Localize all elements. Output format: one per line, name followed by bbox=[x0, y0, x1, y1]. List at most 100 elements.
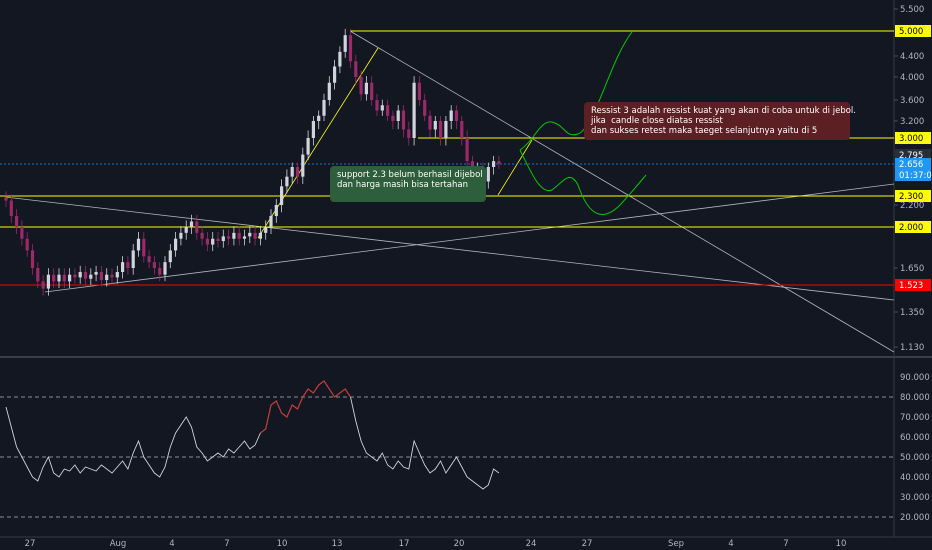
y-tick-label: 3.600 bbox=[900, 96, 924, 106]
price-tag-label: 01:37:04 bbox=[899, 171, 932, 181]
candle-body bbox=[295, 167, 300, 177]
price-tag bbox=[895, 158, 931, 170]
y-tick-label: 5.500 bbox=[900, 5, 924, 15]
candle-body bbox=[242, 236, 247, 239]
x-tick-label: 24 bbox=[526, 539, 537, 549]
candle-body bbox=[163, 262, 167, 275]
ascending-trendline bbox=[44, 183, 895, 293]
x-tick-label: 27 bbox=[25, 539, 36, 549]
candle-body bbox=[465, 138, 469, 162]
candle-body bbox=[147, 256, 151, 263]
candle-body bbox=[354, 61, 358, 77]
y-tick-label: 3.200 bbox=[900, 117, 924, 127]
rsi-tick-label: 40.000 bbox=[900, 473, 930, 483]
price-tag-label: 5.000 bbox=[899, 27, 923, 37]
candle-body bbox=[248, 232, 252, 237]
candle-body bbox=[290, 167, 294, 177]
y-tick-label: 1.650 bbox=[900, 264, 924, 274]
candle-body bbox=[227, 236, 231, 239]
price-tag-label: 2.000 bbox=[899, 223, 923, 233]
price-tag-label: 2.300 bbox=[899, 192, 923, 202]
candle-body bbox=[391, 115, 395, 121]
candle-body bbox=[301, 154, 305, 177]
candle-body bbox=[449, 110, 453, 121]
x-tick-label: 4 bbox=[169, 539, 174, 549]
candle-body bbox=[370, 82, 374, 100]
candle-body bbox=[460, 121, 464, 138]
support-annotation: support 2.3 belum berhasil dijebol dan h… bbox=[330, 166, 486, 202]
candle-body bbox=[237, 232, 241, 239]
x-tick-label: 7 bbox=[783, 539, 788, 549]
rsi-tick-label: 80.000 bbox=[900, 393, 930, 403]
price-tag bbox=[895, 190, 931, 202]
y-tick-label: 4.000 bbox=[900, 73, 924, 83]
candle-body bbox=[253, 232, 257, 239]
axes: 5.5004.4004.0003.6003.2002.6002.2001.650… bbox=[0, 5, 932, 549]
candle-body bbox=[269, 216, 273, 227]
bullish-projection bbox=[519, 31, 633, 151]
candle-body bbox=[274, 205, 278, 216]
candle-body bbox=[333, 66, 337, 83]
candle-body bbox=[57, 274, 61, 282]
candle-body bbox=[439, 121, 443, 138]
candle-body bbox=[189, 221, 194, 227]
candle-body bbox=[25, 238, 29, 251]
candle-body bbox=[428, 115, 432, 130]
candle-body bbox=[142, 238, 146, 257]
candle-body bbox=[348, 35, 353, 62]
descending-trendline bbox=[4, 196, 895, 301]
candle-body bbox=[179, 232, 183, 239]
candle-body bbox=[412, 82, 416, 138]
x-tick-label: 13 bbox=[332, 539, 343, 549]
candle-body bbox=[423, 100, 427, 116]
x-tick-label: 17 bbox=[399, 539, 410, 549]
candle-body bbox=[232, 232, 236, 239]
y-tick-label: 1.130 bbox=[900, 343, 924, 353]
candle-body bbox=[375, 100, 379, 111]
candle-body bbox=[327, 82, 331, 100]
price-tag bbox=[895, 132, 931, 144]
price-tag bbox=[895, 279, 931, 291]
price-tag bbox=[895, 221, 931, 233]
x-tick-label: Aug bbox=[110, 539, 127, 549]
candle-body bbox=[258, 232, 262, 239]
candle-body bbox=[311, 121, 315, 138]
candle-body bbox=[30, 250, 35, 268]
rsi-tick-label: 70.000 bbox=[900, 413, 930, 423]
candle-body bbox=[221, 236, 225, 242]
candles bbox=[4, 28, 501, 296]
rsi-tick-label: 90.000 bbox=[900, 373, 930, 383]
price-tag-label: 1.523 bbox=[899, 281, 923, 291]
y-tick-label: 1.350 bbox=[900, 308, 924, 318]
candle-body bbox=[492, 161, 496, 167]
rsi-pane bbox=[0, 380, 894, 518]
candle-body bbox=[205, 238, 209, 245]
rsi-overbought-segment bbox=[260, 380, 351, 434]
candle-body bbox=[110, 274, 114, 278]
price-tag-label: 2.656 bbox=[899, 160, 923, 170]
candle-body bbox=[73, 274, 77, 278]
rsi-line bbox=[5, 380, 500, 490]
rsi-tick-label: 30.000 bbox=[900, 493, 930, 503]
yellow-uptrend bbox=[257, 47, 379, 239]
candle-body bbox=[359, 77, 363, 95]
x-tick-label: 20 bbox=[454, 539, 465, 549]
candle-body bbox=[497, 161, 501, 164]
candle-body bbox=[15, 216, 19, 227]
candle-body bbox=[380, 105, 384, 111]
grid bbox=[0, 0, 932, 537]
candle-body bbox=[407, 129, 411, 138]
candle-body bbox=[285, 176, 289, 187]
x-tick-label: Sep bbox=[668, 539, 684, 549]
rsi-tick-label: 20.000 bbox=[900, 513, 930, 523]
candle-body bbox=[62, 274, 66, 282]
candle-body bbox=[216, 238, 220, 242]
candle-body bbox=[401, 110, 406, 130]
candle-body bbox=[152, 262, 156, 268]
horizontal-levels bbox=[0, 30, 894, 286]
candle-body bbox=[444, 121, 448, 138]
price-tag bbox=[895, 25, 931, 37]
price-tag-label: 2.795 bbox=[899, 151, 923, 161]
candle-body bbox=[20, 227, 24, 239]
candle-body bbox=[364, 82, 368, 95]
